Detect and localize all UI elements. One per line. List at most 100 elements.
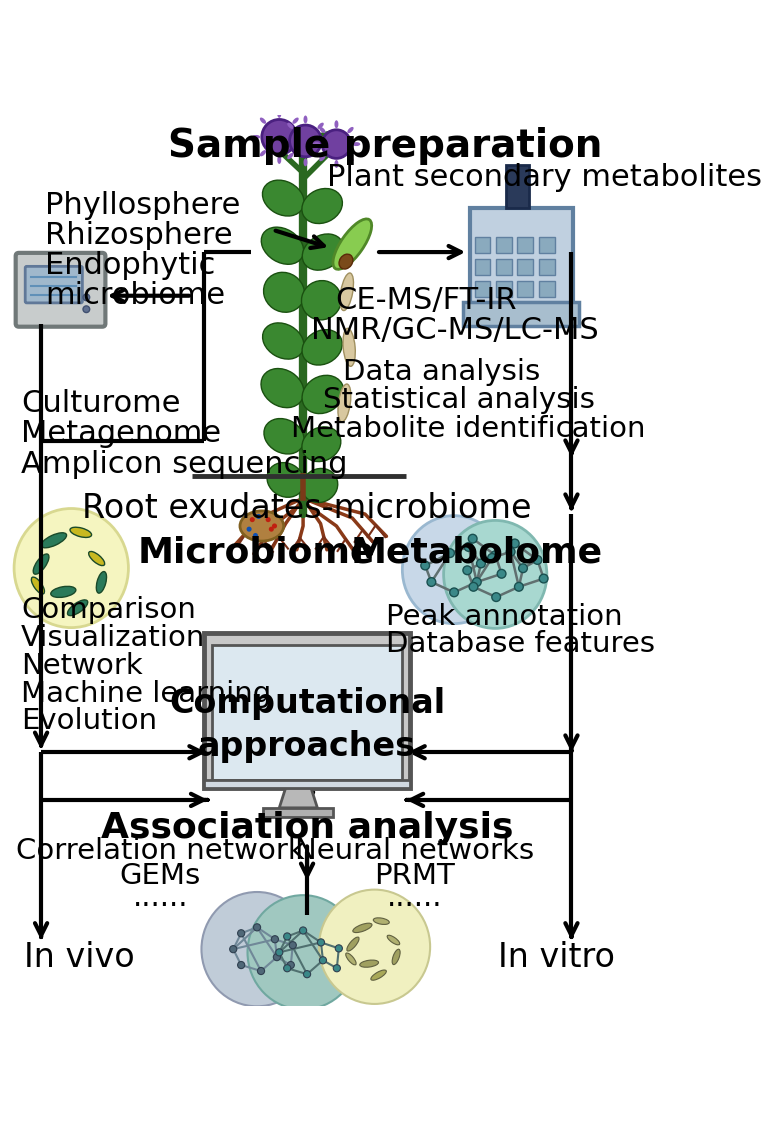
Ellipse shape xyxy=(353,142,360,147)
Circle shape xyxy=(506,548,515,557)
Circle shape xyxy=(450,588,458,597)
Circle shape xyxy=(256,514,261,519)
Ellipse shape xyxy=(263,273,304,313)
Circle shape xyxy=(519,564,527,573)
Text: Metabolome: Metabolome xyxy=(350,535,603,570)
Circle shape xyxy=(511,540,519,549)
Ellipse shape xyxy=(68,600,88,616)
Circle shape xyxy=(290,126,321,157)
Circle shape xyxy=(492,594,501,601)
Circle shape xyxy=(273,954,280,960)
Text: Network: Network xyxy=(22,651,143,679)
Circle shape xyxy=(229,946,237,953)
Ellipse shape xyxy=(277,157,281,165)
Ellipse shape xyxy=(70,527,92,537)
Text: Metabolite identification: Metabolite identification xyxy=(291,415,646,443)
Text: Microbiome: Microbiome xyxy=(138,535,376,570)
Ellipse shape xyxy=(280,139,288,144)
Text: GEMs: GEMs xyxy=(119,862,201,890)
Ellipse shape xyxy=(346,937,359,951)
Text: ......: ...... xyxy=(387,884,442,912)
Text: Amplicon sequencing: Amplicon sequencing xyxy=(22,449,348,478)
Text: Metagenome: Metagenome xyxy=(22,420,221,448)
Text: Machine learning: Machine learning xyxy=(22,679,272,707)
Ellipse shape xyxy=(32,578,45,595)
Ellipse shape xyxy=(302,469,338,503)
Ellipse shape xyxy=(387,936,400,945)
Ellipse shape xyxy=(320,128,326,134)
Ellipse shape xyxy=(33,554,49,574)
Circle shape xyxy=(497,570,506,579)
Text: Data analysis: Data analysis xyxy=(343,358,540,386)
Ellipse shape xyxy=(323,139,331,144)
Circle shape xyxy=(421,561,430,570)
Ellipse shape xyxy=(302,427,341,462)
Ellipse shape xyxy=(340,274,353,311)
Circle shape xyxy=(333,965,340,972)
Circle shape xyxy=(290,941,296,949)
FancyBboxPatch shape xyxy=(539,260,554,276)
Text: Statistical analysis: Statistical analysis xyxy=(323,386,594,413)
Ellipse shape xyxy=(373,918,390,925)
Circle shape xyxy=(257,967,265,975)
FancyBboxPatch shape xyxy=(506,165,529,209)
Ellipse shape xyxy=(293,118,299,125)
Text: Endophytic: Endophytic xyxy=(45,251,216,279)
Ellipse shape xyxy=(320,156,326,162)
Circle shape xyxy=(246,527,252,532)
Ellipse shape xyxy=(89,552,105,565)
Ellipse shape xyxy=(301,282,341,321)
FancyBboxPatch shape xyxy=(517,260,534,276)
Ellipse shape xyxy=(287,154,293,160)
Text: microbiome: microbiome xyxy=(45,280,225,310)
Ellipse shape xyxy=(253,136,260,139)
Circle shape xyxy=(238,962,245,968)
Ellipse shape xyxy=(346,953,357,965)
Circle shape xyxy=(303,971,310,978)
Ellipse shape xyxy=(403,516,506,624)
Text: Computational
approaches: Computational approaches xyxy=(169,687,445,763)
FancyBboxPatch shape xyxy=(517,238,534,254)
Ellipse shape xyxy=(303,159,307,167)
Polygon shape xyxy=(280,789,317,808)
FancyBboxPatch shape xyxy=(15,254,105,328)
Text: Root exudates-microbiome: Root exudates-microbiome xyxy=(82,491,532,525)
Circle shape xyxy=(335,945,343,953)
Ellipse shape xyxy=(41,533,66,549)
Ellipse shape xyxy=(333,220,372,270)
Ellipse shape xyxy=(96,572,106,594)
Ellipse shape xyxy=(51,587,76,598)
Text: CE-MS/FT-IR: CE-MS/FT-IR xyxy=(335,286,517,315)
FancyBboxPatch shape xyxy=(496,238,512,254)
FancyBboxPatch shape xyxy=(474,282,490,298)
Ellipse shape xyxy=(339,255,353,269)
Circle shape xyxy=(469,582,478,591)
Circle shape xyxy=(253,533,258,539)
Circle shape xyxy=(491,551,500,560)
Ellipse shape xyxy=(303,117,307,125)
FancyBboxPatch shape xyxy=(464,303,579,327)
Circle shape xyxy=(249,517,255,523)
Ellipse shape xyxy=(334,121,339,129)
Ellipse shape xyxy=(263,323,304,360)
Circle shape xyxy=(539,574,548,583)
Circle shape xyxy=(266,517,271,523)
Circle shape xyxy=(477,560,485,568)
FancyBboxPatch shape xyxy=(474,260,490,276)
Text: Correlation network: Correlation network xyxy=(16,836,305,864)
FancyBboxPatch shape xyxy=(25,267,82,303)
Ellipse shape xyxy=(343,329,355,367)
Circle shape xyxy=(487,554,497,562)
Circle shape xyxy=(287,962,294,968)
Circle shape xyxy=(464,543,473,552)
Ellipse shape xyxy=(371,971,387,981)
Ellipse shape xyxy=(302,190,343,224)
Ellipse shape xyxy=(347,128,353,134)
Circle shape xyxy=(83,306,89,313)
Ellipse shape xyxy=(277,111,281,119)
Circle shape xyxy=(276,949,283,956)
Text: Rhizosphere: Rhizosphere xyxy=(45,221,233,250)
Text: In vivo: In vivo xyxy=(24,940,135,974)
Ellipse shape xyxy=(261,228,303,265)
Circle shape xyxy=(473,578,481,587)
